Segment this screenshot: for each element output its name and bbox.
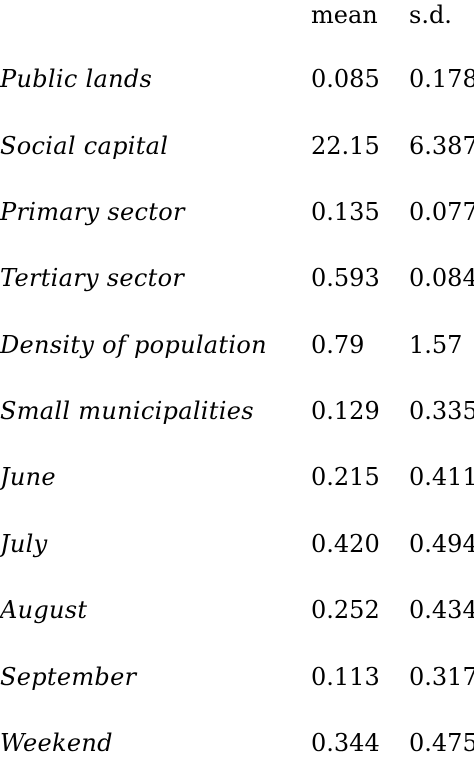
row-label: Tertiary sector	[0, 264, 185, 292]
table-row: July 0.420 0.494	[0, 529, 474, 559]
row-mean: 0.085	[311, 65, 380, 93]
row-label: Density of population	[0, 331, 267, 359]
row-mean: 0.593	[311, 264, 380, 292]
row-label: Public lands	[0, 65, 153, 93]
row-sd: 0.411	[409, 463, 474, 491]
table-row: Social capital 22.15 6.387	[0, 131, 474, 161]
row-mean: 22.15	[311, 132, 380, 160]
row-mean: 0.344	[311, 729, 380, 757]
row-mean: 0.79	[311, 331, 365, 359]
row-label: Social capital	[0, 132, 169, 160]
row-label: Primary sector	[0, 198, 185, 226]
table-row: Small municipalities 0.129 0.335	[0, 396, 474, 426]
row-label: Small municipalities	[0, 397, 254, 425]
table-row: Weekend 0.344 0.475	[0, 728, 474, 758]
row-sd: 1.57	[409, 331, 463, 359]
row-sd: 0.317	[409, 663, 474, 691]
table-row: June 0.215 0.411	[0, 462, 474, 492]
table-header-row: mean s.d.	[0, 0, 474, 30]
row-mean: 0.215	[311, 463, 380, 491]
row-sd: 0.335	[409, 397, 474, 425]
row-sd: 0.494	[409, 530, 474, 558]
row-label: July	[0, 530, 48, 558]
row-sd: 0.475	[409, 729, 474, 757]
row-mean: 0.420	[311, 530, 380, 558]
table-row: September 0.113 0.317	[0, 662, 474, 692]
row-sd: 0.178	[409, 65, 474, 93]
row-sd: 0.434	[409, 596, 474, 624]
table-row: Density of population 0.79 1.57	[0, 330, 474, 360]
row-sd: 0.077	[409, 198, 474, 226]
table-row: Public lands 0.085 0.178	[0, 64, 474, 94]
row-sd: 6.387	[409, 132, 474, 160]
row-mean: 0.129	[311, 397, 380, 425]
row-sd: 0.084	[409, 264, 474, 292]
header-mean: mean	[311, 1, 378, 29]
row-label: Weekend	[0, 729, 113, 757]
row-mean: 0.252	[311, 596, 380, 624]
row-mean: 0.113	[311, 663, 380, 691]
row-label: August	[0, 596, 88, 624]
table-row: Primary sector 0.135 0.077	[0, 197, 474, 227]
table-row: Tertiary sector 0.593 0.084	[0, 263, 474, 293]
row-label: September	[0, 663, 137, 691]
row-label: June	[0, 463, 56, 491]
row-mean: 0.135	[311, 198, 380, 226]
table-row: August 0.252 0.434	[0, 595, 474, 625]
header-sd: s.d.	[409, 1, 452, 29]
